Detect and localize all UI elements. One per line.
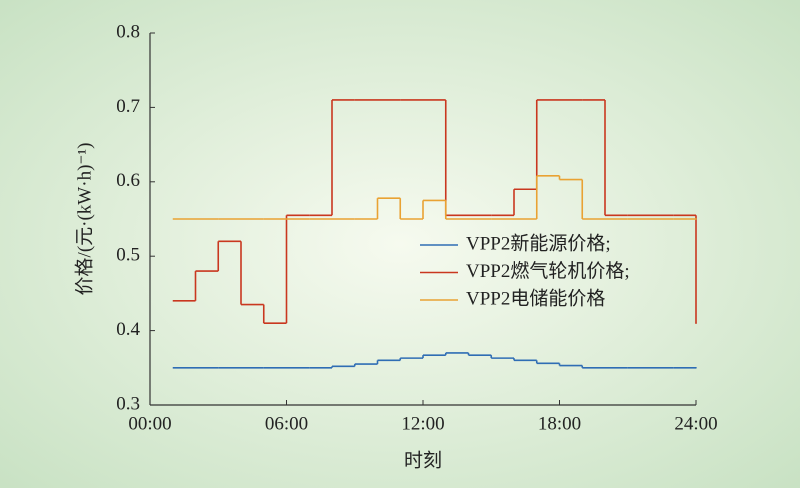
legend-label: VPP2燃气轮机价格; [466,260,630,282]
legend-label: VPP2新能源价格; [466,232,611,254]
x-tick-label: 18:00 [538,413,581,434]
x-tick-label: 12:00 [401,413,444,434]
step-end [695,218,697,220]
x-tick-label: 24:00 [674,413,717,434]
x-axis-label: 时刻 [404,449,442,471]
step-end [695,322,697,324]
step-end [695,367,697,369]
y-tick-label: 0.5 [116,245,140,266]
x-tick-label: 00:00 [128,413,171,434]
y-tick-label: 0.7 [116,96,140,117]
y-tick-label: 0.6 [116,170,140,191]
y-tick-label: 0.3 [116,393,140,414]
y-axis-label: 价格/(元·(kW·h)⁻¹) [73,143,95,296]
legend-label: VPP2电储能价格 [466,287,605,309]
y-tick-label: 0.4 [116,319,140,340]
x-tick-label: 06:00 [265,413,308,434]
y-tick-label: 0.8 [116,21,140,42]
